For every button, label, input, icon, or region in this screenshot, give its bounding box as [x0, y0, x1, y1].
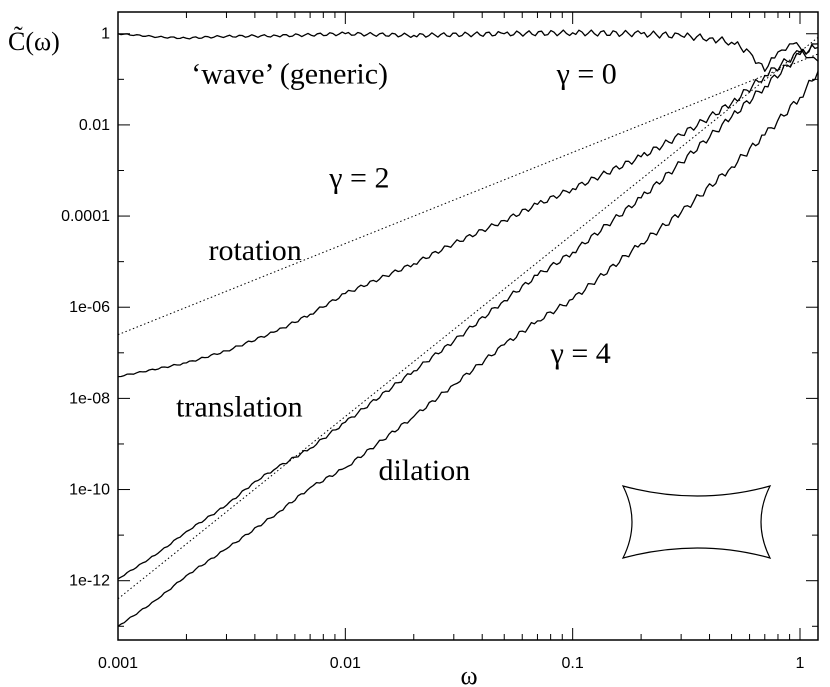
y-tick-label: 1e-10 — [69, 482, 110, 499]
curve-annotation: ‘wave’ (generic) — [191, 58, 388, 91]
axis-ticks — [117, 12, 818, 640]
curve-annotation: translation — [176, 391, 303, 424]
series-layer — [117, 29, 819, 627]
y-tick-label: 1 — [101, 26, 110, 43]
x-tick-label: 0.001 — [98, 655, 138, 672]
y-tick-label: 1e-06 — [69, 299, 110, 316]
curve-annotation: rotation — [208, 234, 301, 267]
curve-annotation: γ = 0 — [556, 58, 617, 91]
y-axis-label: C̃(ω) — [8, 27, 60, 56]
power-law-guide-line — [117, 37, 819, 600]
x-tick-label: 1 — [796, 655, 805, 672]
annotation-layer: ‘wave’ (generic) γ = 0 γ = 2 rotation γ = 4 t… — [176, 58, 617, 487]
spectrum-curve — [117, 44, 819, 378]
plot-frame — [117, 11, 819, 641]
power-law-guide-line — [117, 53, 819, 336]
y-tick-label: 1e-12 — [69, 573, 110, 590]
x-tick-label: 0.1 — [562, 655, 584, 672]
spectrum-curve — [117, 43, 819, 580]
y-tick-label: 0.0001 — [61, 208, 110, 225]
axis-tick-labels: 0.001 0.01 0.1 1 1 0.01 0.0001 1e-06 1e-08 1e-10 1… — [61, 26, 804, 672]
y-tick-label: 1e-08 — [69, 390, 110, 407]
spectrum-curve — [117, 29, 819, 72]
spectrum-curve — [117, 71, 819, 627]
curve-annotation: γ = 4 — [550, 337, 611, 370]
curve-annotation: γ = 2 — [328, 162, 389, 195]
x-tick-label: 0.01 — [330, 655, 361, 672]
curve-annotation: dilation — [379, 454, 471, 487]
x-axis-label: ω — [460, 661, 477, 687]
y-tick-label: 0.01 — [79, 117, 110, 134]
inset-billiard-shape — [621, 485, 772, 559]
